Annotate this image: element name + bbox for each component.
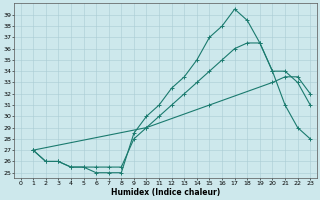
X-axis label: Humidex (Indice chaleur): Humidex (Indice chaleur) [111,188,220,197]
